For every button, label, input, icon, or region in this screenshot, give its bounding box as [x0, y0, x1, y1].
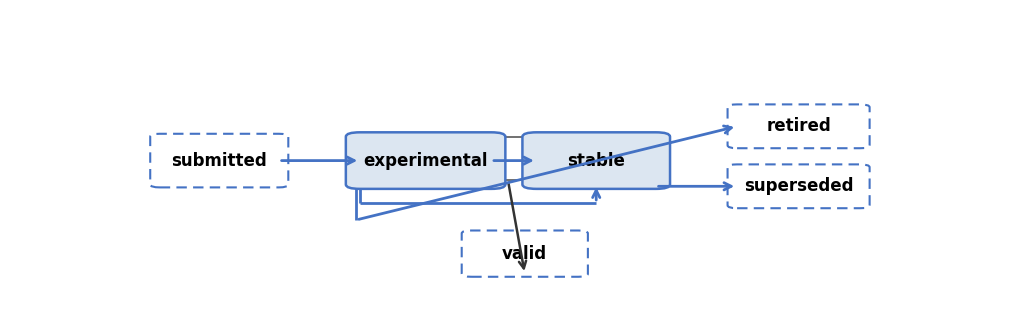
Text: retired: retired: [766, 117, 830, 135]
FancyBboxPatch shape: [728, 164, 869, 208]
FancyBboxPatch shape: [346, 132, 506, 189]
Text: superseded: superseded: [743, 177, 853, 195]
FancyBboxPatch shape: [728, 104, 869, 148]
Text: valid: valid: [502, 245, 548, 263]
Text: submitted: submitted: [171, 152, 267, 169]
FancyBboxPatch shape: [462, 231, 588, 277]
FancyBboxPatch shape: [151, 134, 289, 187]
FancyBboxPatch shape: [522, 132, 670, 189]
Bar: [360, 137, 655, 180]
Text: experimental: experimental: [364, 152, 487, 169]
Text: stable: stable: [567, 152, 626, 169]
